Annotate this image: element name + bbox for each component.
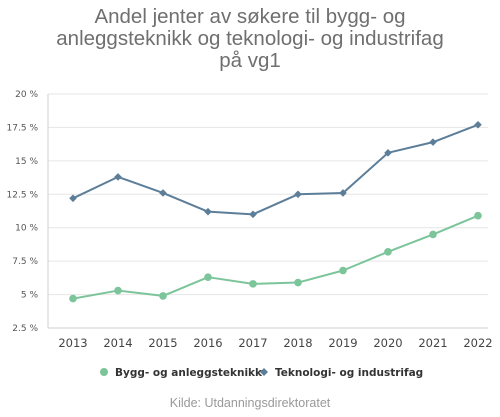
x-tick-label: 2015 bbox=[148, 336, 177, 350]
data-point bbox=[384, 149, 392, 157]
x-tick-label: 2019 bbox=[328, 336, 357, 350]
legend-marker bbox=[100, 368, 108, 376]
series-line bbox=[72, 214, 479, 300]
series-line bbox=[72, 123, 479, 216]
data-point bbox=[159, 189, 167, 197]
x-tick-label: 2013 bbox=[58, 336, 87, 350]
x-tick-label: 2016 bbox=[193, 336, 222, 350]
source-note: Kilde: Utdanningsdirektoratet bbox=[169, 396, 331, 410]
legend-label: Bygg- og anleggsteknikk bbox=[115, 367, 263, 379]
data-point bbox=[204, 207, 212, 216]
data-point bbox=[294, 278, 302, 287]
data-point bbox=[249, 280, 257, 288]
legend: Bygg- og anleggsteknikk Teknologi- og ind… bbox=[100, 367, 423, 379]
y-tick-label: 5 % bbox=[21, 291, 39, 301]
data-point bbox=[474, 120, 482, 129]
data-point bbox=[114, 173, 122, 181]
data-point bbox=[114, 286, 122, 295]
series-group bbox=[69, 120, 482, 303]
chart-title-line: på vg1 bbox=[219, 49, 281, 72]
data-point bbox=[159, 292, 167, 300]
data-point bbox=[204, 273, 212, 281]
x-tick-label: 2014 bbox=[103, 336, 132, 350]
chart-title-line: Andel jenter av søkere til bygg- og bbox=[94, 5, 406, 28]
axes bbox=[47, 94, 488, 329]
y-tick-label: 17.5 % bbox=[7, 123, 39, 133]
data-point bbox=[474, 211, 482, 220]
y-tick-label: 2.5 % bbox=[12, 324, 38, 334]
y-tick-label: 20 % bbox=[15, 90, 38, 100]
y-tick-label: 7.5 % bbox=[12, 257, 38, 267]
data-point bbox=[294, 190, 302, 199]
data-point bbox=[69, 194, 77, 203]
y-axis-ticks: 2.5 % 5 % 7.5 % 10 % 12.5 % 15 % 17.5 % 20 % bbox=[7, 90, 39, 334]
x-tick-label: 2022 bbox=[463, 336, 492, 350]
data-point bbox=[339, 189, 347, 197]
data-point bbox=[339, 266, 347, 275]
chart-title-line: anleggsteknikk og teknologi- og industri… bbox=[56, 27, 444, 50]
x-tick-label: 2020 bbox=[373, 336, 402, 350]
y-tick-label: 12.5 % bbox=[7, 190, 39, 200]
x-tick-label: 2018 bbox=[283, 336, 312, 350]
y-tick-label: 15 % bbox=[15, 157, 38, 167]
x-tick-label: 2021 bbox=[418, 336, 447, 350]
legend-marker bbox=[260, 368, 268, 376]
data-point bbox=[249, 210, 257, 219]
x-tick-label: 2017 bbox=[238, 336, 267, 350]
data-point bbox=[429, 138, 437, 146]
legend-label: Teknologi- og industrifag bbox=[275, 367, 423, 379]
y-tick-label: 10 % bbox=[15, 224, 38, 234]
data-point bbox=[384, 247, 392, 256]
x-axis-ticks: 2013 2014 2015 2016 2017 2018 2019 2020 2021 2022 bbox=[58, 336, 492, 350]
chart-title: Andel jenter av søkere til bygg- og anle… bbox=[0, 6, 500, 72]
data-point bbox=[69, 294, 77, 303]
data-point bbox=[429, 230, 437, 239]
gridlines bbox=[48, 93, 488, 296]
